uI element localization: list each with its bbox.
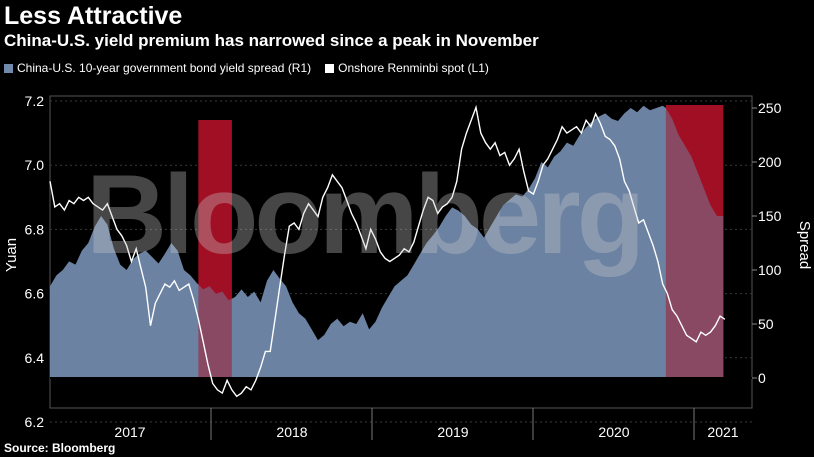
ytick-right-5: 0 [758, 370, 766, 386]
shaded-overlay-1 [665, 105, 724, 378]
plot-frame [49, 95, 753, 409]
xtick-2021: 2021 [707, 424, 738, 440]
ytick-right-1: 200 [758, 154, 782, 170]
ytick-right-2: 150 [758, 208, 782, 224]
ytick-right-3: 100 [758, 262, 782, 278]
legend-item-spot: Onshore Renminbi spot (L1) [325, 61, 489, 75]
chart-title: Less Attractive [4, 2, 183, 30]
legend-swatch-spread [4, 63, 13, 73]
source-note: Source: Bloomberg [4, 441, 116, 455]
legend-label-spread: China-U.S. 10-year government bond yield… [17, 61, 312, 75]
legend-swatch-spot [325, 63, 335, 73]
series-spread-area [50, 105, 724, 379]
legend-item-spread: China-U.S. 10-year government bond yield… [4, 61, 311, 75]
ytick-left-4: 6.4 [25, 350, 45, 366]
ytick-left-1: 7.0 [25, 157, 45, 173]
legend-label-spot: Onshore Renminbi spot (L1) [338, 61, 489, 75]
chart-subtitle: China-U.S. yield premium has narrowed si… [4, 31, 539, 50]
series-spot-line [49, 104, 726, 398]
xtick-2019: 2019 [437, 424, 468, 440]
ylabel-left: Yuan [3, 238, 20, 272]
shaded-overlay-0 [198, 120, 232, 378]
ytick-left-5: 6.2 [25, 414, 45, 430]
ylabel-right: Spread [796, 221, 813, 269]
ytick-right-4: 50 [758, 316, 774, 332]
legend: China-U.S. 10-year government bond yield… [4, 61, 489, 75]
ytick-left-0: 7.2 [25, 93, 45, 109]
ytick-left-2: 6.8 [25, 221, 45, 237]
ytick-left-3: 6.6 [25, 286, 45, 302]
xtick-2017: 2017 [114, 424, 145, 440]
ytick-right-0: 250 [758, 100, 782, 116]
xtick-2018: 2018 [276, 424, 307, 440]
xtick-2020: 2020 [598, 424, 629, 440]
